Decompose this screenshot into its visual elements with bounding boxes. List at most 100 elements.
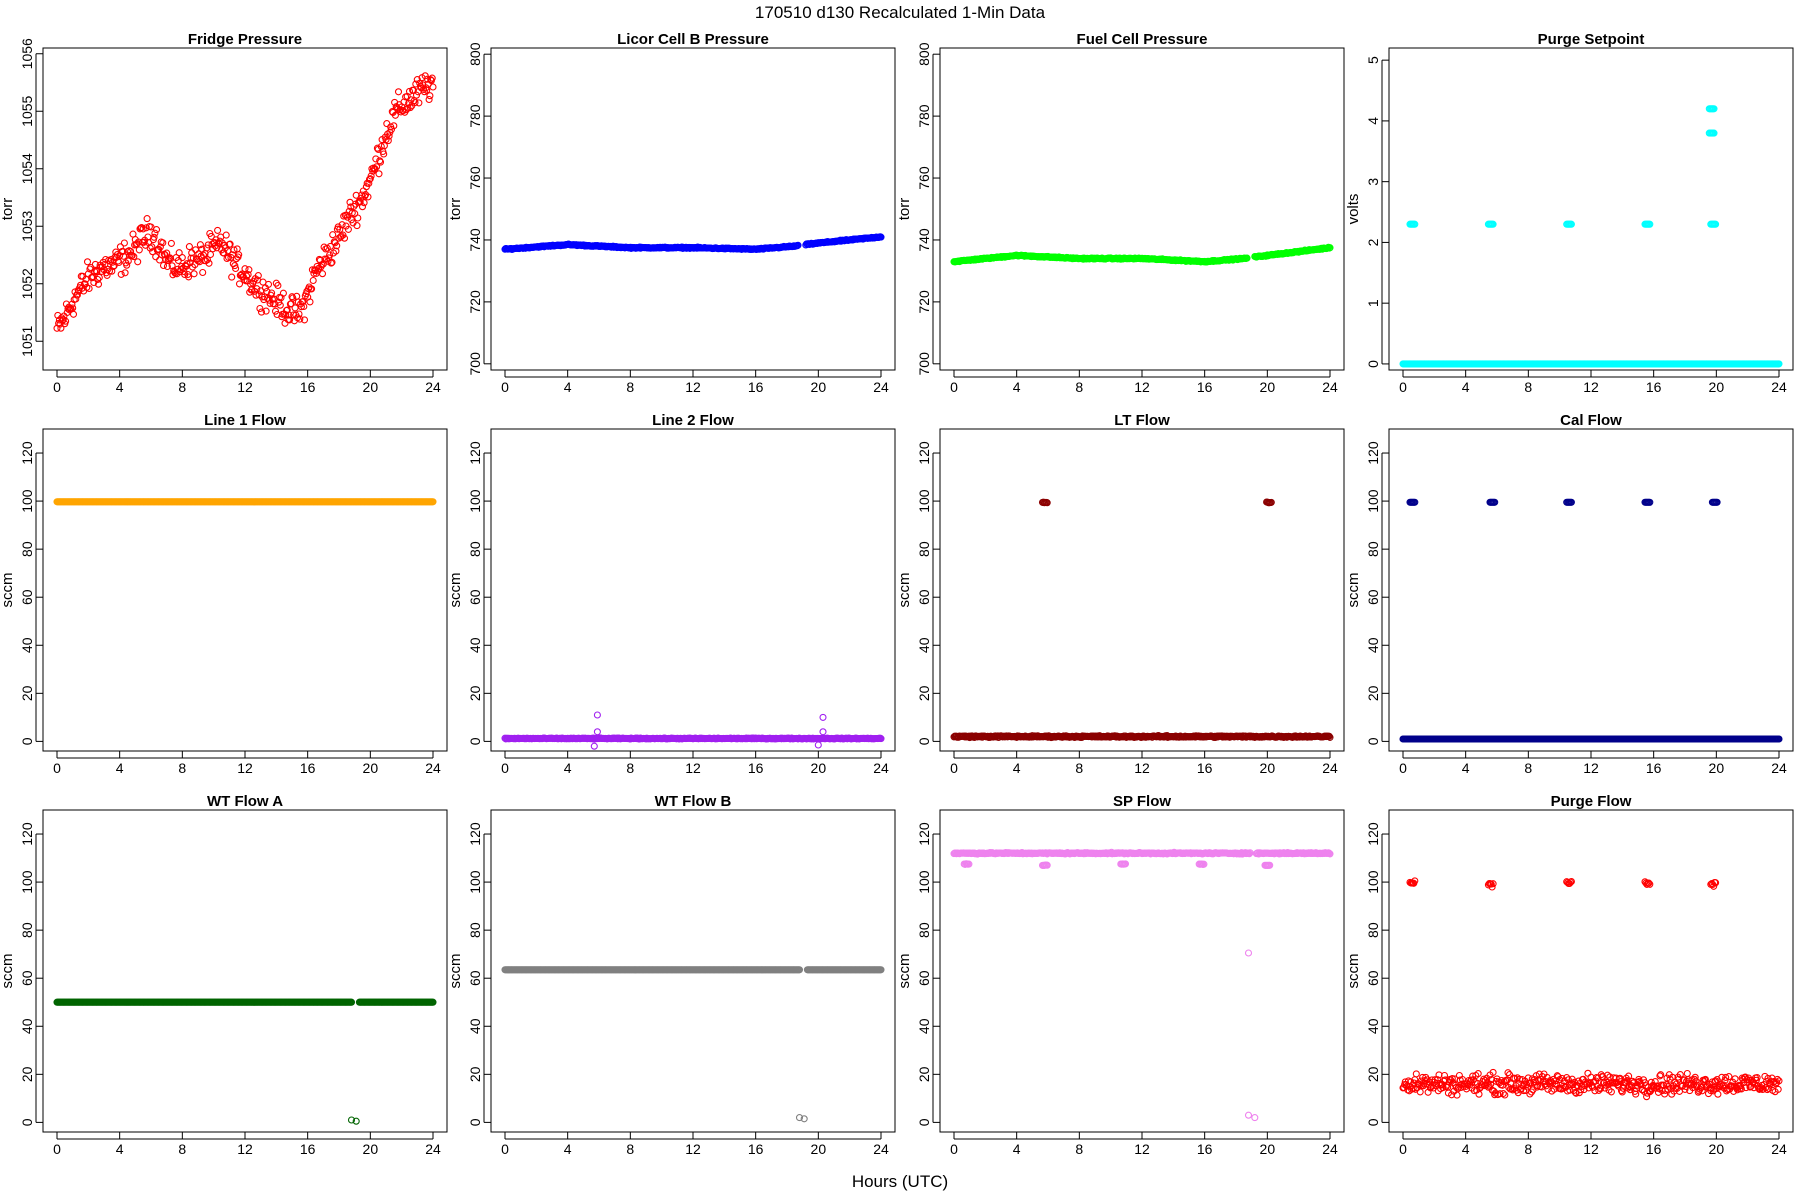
data-point [347,1116,356,1124]
x-tick-label: 12 [685,379,701,395]
x-tick-label: 0 [53,379,61,395]
data-point [123,261,131,269]
figure-title: 170510 d130 Recalculated 1-Min Data [755,3,1046,22]
y-tick-label: 800 [916,42,932,66]
y-tick-label: 0 [467,1118,483,1126]
data-point [152,253,160,261]
y-tick-label: 740 [916,228,932,252]
y-tick-label: 1051 [19,325,35,356]
data-point [593,711,601,719]
data-point [57,324,65,332]
data-point [257,308,266,316]
data-point [371,165,379,173]
x-tick-label: 12 [1583,379,1599,395]
data-point [254,272,262,280]
y-tick-label: 720 [916,290,932,314]
data-point [188,263,197,271]
data-point [380,150,388,158]
x-tick-label: 24 [873,1141,889,1157]
y-tick-label: 80 [19,541,35,557]
data-point [243,272,251,280]
data-point [1043,499,1051,507]
data-point [62,317,70,325]
data-point [1489,220,1497,228]
x-tick-label: 24 [1322,760,1338,776]
data-point [73,291,81,299]
data-point [83,258,92,266]
data-point [235,251,243,259]
data-point [69,310,78,318]
panel-title: Fuel Cell Pressure [1077,31,1208,48]
plot-frame [939,47,1345,371]
data-point [1567,220,1575,228]
data-point [130,253,138,261]
data-point [94,275,102,284]
y-axis-label: torr [447,198,464,221]
data-point [1491,498,1499,506]
y-tick-label: 4 [1365,117,1381,125]
y-tick-label: 2 [1365,238,1381,246]
y-axis-label: torr [0,198,16,221]
data-point [1325,732,1333,740]
y-axis-label: sccm [0,954,16,989]
data-point [383,120,391,128]
data-point [794,241,802,249]
data-point [347,998,356,1006]
data-point [390,122,398,130]
data-point [228,273,236,281]
data-point [143,215,151,223]
data-point [384,137,392,145]
data-point [199,268,207,277]
panel-title: Cal Flow [1560,412,1622,429]
x-tick-label: 20 [1260,379,1276,395]
y-tick-label: 40 [19,637,35,653]
data-point [252,291,260,299]
y-tick-label: 1052 [19,268,35,299]
y-tick-label: 40 [19,1018,35,1034]
data-point [134,238,143,246]
x-tick-label: 8 [626,1141,634,1157]
x-tick-label: 16 [748,379,764,395]
data-point [373,163,381,171]
y-tick-label: 60 [1365,589,1381,605]
data-point [590,742,598,750]
x-tick-label: 8 [178,760,186,776]
y-tick-label: 20 [1365,685,1381,701]
y-tick-label: 40 [1365,637,1381,653]
data-point [327,259,335,267]
data-point [819,728,827,736]
x-tick-label: 4 [116,379,124,395]
data-point [207,232,215,240]
x-tick-label: 0 [1399,379,1407,395]
data-point [265,296,273,304]
x-tick-label: 0 [950,760,958,776]
data-point [300,302,308,311]
y-tick-label: 20 [19,1066,35,1082]
data-point [391,111,399,119]
data-point [412,91,421,99]
y-tick-label: 5 [1365,56,1381,64]
x-tick-label: 24 [1771,760,1787,776]
y-tick-label: 0 [916,737,932,745]
data-point [376,158,385,166]
x-tick-label: 0 [501,760,509,776]
y-tick-label: 0 [1365,360,1381,368]
x-tick-label: 4 [564,379,572,395]
y-tick-label: 100 [467,489,483,513]
x-tick-label: 20 [363,379,379,395]
data-point [367,172,375,180]
data-point [226,240,234,248]
data-points [1399,105,1783,368]
panel-title: Line 2 Flow [652,412,734,429]
x-tick-label: 16 [300,760,316,776]
y-tick-label: 700 [916,352,932,376]
data-point [1646,220,1654,228]
data-point [372,155,380,163]
data-point [814,741,822,749]
data-points [53,498,437,506]
data-point [1567,498,1575,506]
data-point [429,498,437,506]
